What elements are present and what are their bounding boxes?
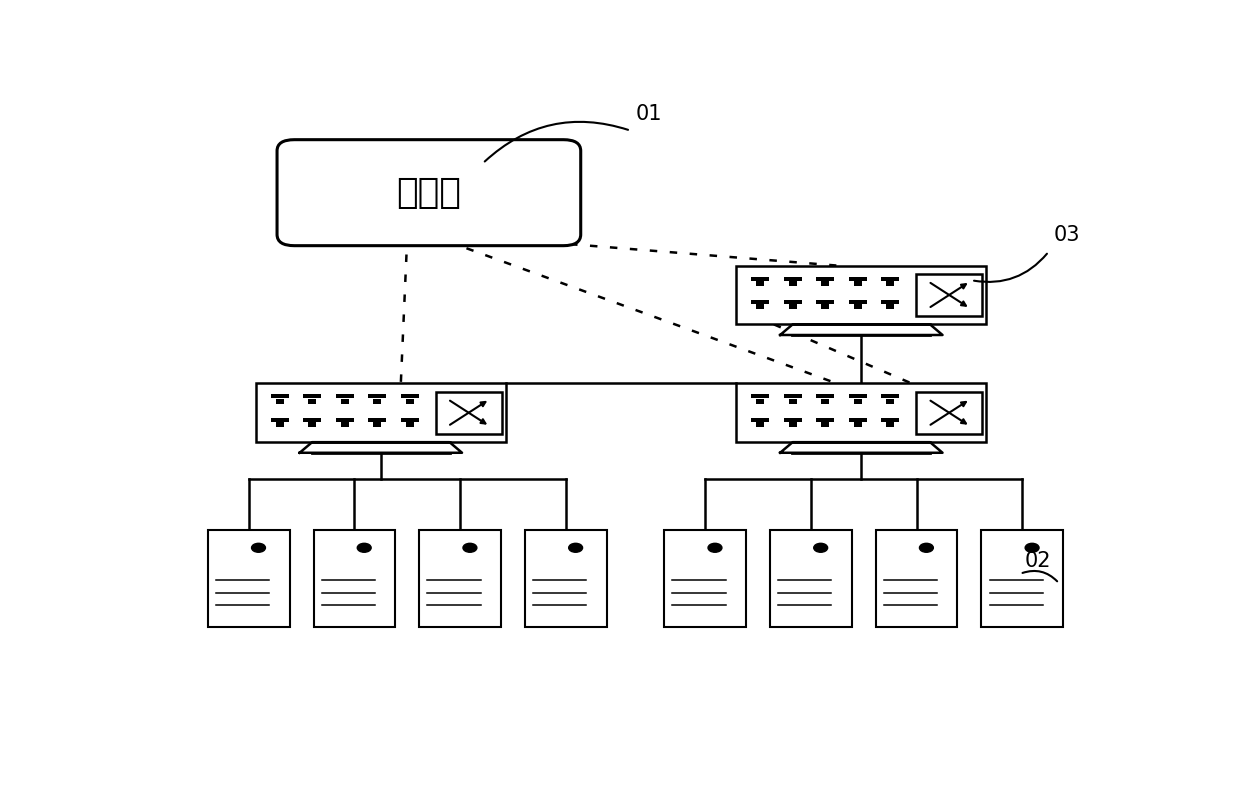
Bar: [275, 398, 284, 403]
Bar: [853, 398, 862, 403]
Bar: [789, 281, 796, 286]
Bar: [853, 281, 862, 286]
Bar: [401, 418, 419, 422]
Circle shape: [1025, 543, 1039, 552]
Bar: [751, 394, 769, 398]
Bar: [751, 418, 769, 422]
Bar: [435, 391, 501, 434]
Bar: [816, 394, 835, 398]
Bar: [368, 394, 386, 398]
Bar: [208, 530, 290, 626]
Bar: [875, 530, 957, 626]
Text: 01: 01: [635, 105, 662, 125]
Bar: [848, 394, 867, 398]
Bar: [853, 304, 862, 309]
Bar: [784, 300, 801, 304]
Bar: [882, 394, 899, 398]
Bar: [882, 300, 899, 304]
Bar: [314, 530, 396, 626]
Bar: [821, 281, 830, 286]
Bar: [405, 423, 414, 427]
Bar: [848, 418, 867, 422]
Bar: [737, 266, 986, 324]
Circle shape: [708, 543, 722, 552]
Circle shape: [813, 543, 827, 552]
Bar: [270, 394, 289, 398]
Bar: [982, 530, 1063, 626]
Bar: [304, 394, 321, 398]
Bar: [887, 281, 894, 286]
Bar: [882, 418, 899, 422]
Bar: [887, 423, 894, 427]
Bar: [373, 423, 381, 427]
Bar: [756, 398, 764, 403]
Polygon shape: [780, 442, 942, 452]
Bar: [816, 300, 835, 304]
Bar: [784, 418, 801, 422]
Bar: [336, 418, 353, 422]
Text: 02: 02: [1024, 551, 1052, 571]
FancyBboxPatch shape: [277, 140, 580, 246]
Bar: [368, 418, 386, 422]
Polygon shape: [300, 442, 463, 452]
Bar: [816, 418, 835, 422]
Bar: [304, 418, 321, 422]
Bar: [373, 398, 381, 403]
Bar: [665, 530, 746, 626]
Bar: [525, 530, 606, 626]
Bar: [308, 423, 316, 427]
Bar: [848, 300, 867, 304]
Bar: [770, 530, 852, 626]
Bar: [341, 423, 348, 427]
Bar: [756, 423, 764, 427]
Bar: [756, 281, 764, 286]
Bar: [419, 530, 501, 626]
Bar: [821, 398, 830, 403]
Bar: [882, 277, 899, 281]
Bar: [401, 394, 419, 398]
Bar: [789, 423, 796, 427]
Bar: [789, 398, 796, 403]
Bar: [784, 277, 801, 281]
Circle shape: [569, 543, 583, 552]
Bar: [887, 304, 894, 309]
Bar: [853, 423, 862, 427]
Bar: [341, 398, 348, 403]
Bar: [737, 383, 986, 442]
Bar: [275, 423, 284, 427]
Bar: [405, 398, 414, 403]
Bar: [270, 418, 289, 422]
Bar: [887, 398, 894, 403]
Bar: [848, 277, 867, 281]
Circle shape: [357, 543, 371, 552]
Bar: [821, 304, 830, 309]
Circle shape: [252, 543, 265, 552]
Text: 03: 03: [1054, 225, 1080, 246]
Bar: [308, 398, 316, 403]
Text: 控制器: 控制器: [397, 175, 461, 209]
Bar: [255, 383, 506, 442]
Circle shape: [919, 543, 934, 552]
Bar: [821, 423, 830, 427]
Polygon shape: [780, 324, 942, 335]
Bar: [751, 300, 769, 304]
Bar: [756, 304, 764, 309]
Bar: [816, 277, 835, 281]
Bar: [751, 277, 769, 281]
Bar: [916, 274, 982, 316]
Bar: [789, 304, 796, 309]
Bar: [784, 394, 801, 398]
Bar: [916, 391, 982, 434]
Bar: [336, 394, 353, 398]
Circle shape: [463, 543, 477, 552]
